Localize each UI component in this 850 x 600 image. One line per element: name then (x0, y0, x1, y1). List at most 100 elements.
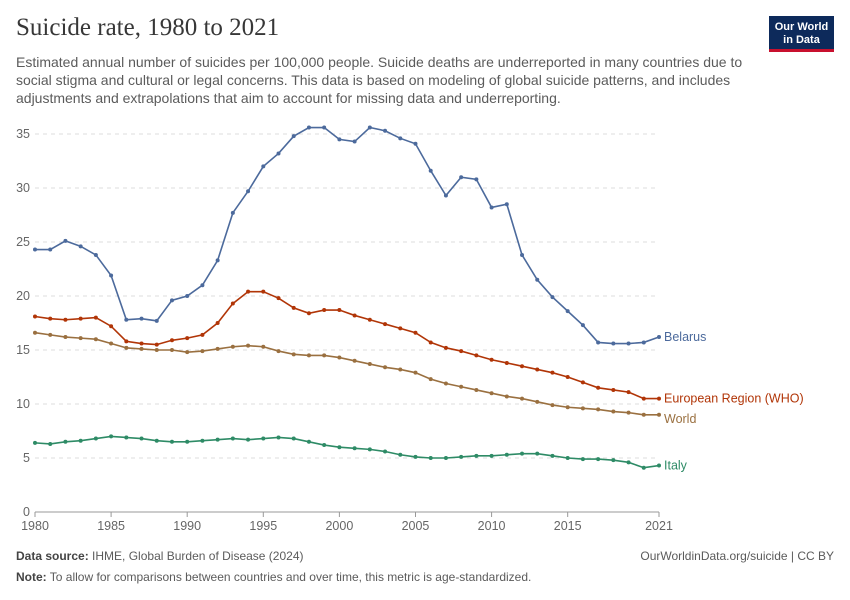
point-world-2003 (383, 365, 388, 370)
point-european-region-who-1988 (154, 342, 159, 347)
point-european-region-who-1998 (306, 311, 311, 316)
point-italy-1980 (33, 440, 37, 445)
point-european-region-who-1991 (200, 332, 205, 337)
point-italy-1996 (276, 435, 281, 440)
point-world-1987 (139, 346, 144, 351)
point-belarus-2007 (443, 193, 448, 198)
point-world-2021 (657, 412, 661, 417)
point-world-1981 (48, 332, 53, 337)
point-european-region-who-2021 (657, 396, 661, 401)
point-belarus-2000 (337, 137, 342, 142)
point-european-region-who-1999 (322, 308, 327, 313)
point-european-region-who-1982 (63, 317, 68, 322)
point-belarus-1990 (185, 294, 190, 298)
point-european-region-who-2016 (580, 380, 585, 385)
point-world-2010 (489, 391, 494, 396)
point-belarus-2019 (626, 341, 631, 346)
point-european-region-who-1993 (230, 301, 235, 306)
point-italy-2008 (459, 454, 464, 459)
point-belarus-2003 (383, 128, 388, 133)
point-european-region-who-1986 (124, 339, 129, 344)
point-european-region-who-2002 (367, 317, 372, 322)
y-tick-label-10: 10 (16, 397, 30, 411)
point-italy-1984 (93, 436, 98, 441)
data-source-text[interactable]: IHME, Global Burden of Disease (2024) (92, 549, 304, 563)
point-italy-1995 (261, 436, 266, 441)
note-label: Note: (16, 570, 47, 584)
point-italy-1985 (109, 434, 114, 439)
series-label-european-region-who: European Region (WHO) (664, 392, 804, 406)
point-belarus-2005 (413, 141, 418, 146)
point-european-region-who-2017 (596, 385, 601, 390)
point-belarus-1994 (246, 189, 251, 194)
point-belarus-2013 (535, 277, 540, 282)
point-italy-2001 (352, 446, 357, 451)
point-european-region-who-2011 (504, 360, 509, 365)
point-european-region-who-2019 (626, 390, 631, 395)
point-belarus-1982 (63, 238, 68, 243)
point-italy-2021 (657, 463, 661, 468)
point-italy-1999 (322, 443, 327, 448)
point-european-region-who-2014 (550, 370, 555, 375)
point-world-2019 (626, 410, 631, 415)
point-world-1980 (33, 330, 37, 335)
point-european-region-who-2007 (443, 345, 448, 350)
point-belarus-2011 (504, 202, 509, 207)
point-italy-2014 (550, 453, 555, 458)
series-line-belarus (35, 126, 660, 345)
point-belarus-2009 (474, 177, 479, 182)
series-line-italy (34, 435, 660, 469)
point-european-region-who-1980 (33, 314, 37, 319)
point-world-1988 (154, 348, 159, 352)
point-belarus-1987 (139, 316, 144, 321)
owid-logo[interactable]: Our World in Data (769, 16, 834, 52)
x-tick-label-2010: 2010 (478, 519, 506, 533)
point-italy-2000 (337, 445, 342, 450)
point-european-region-who-1984 (93, 315, 98, 320)
point-world-1989 (169, 348, 174, 352)
point-world-2017 (596, 407, 601, 412)
x-tick-label-2015: 2015 (554, 519, 582, 533)
x-tick-label-1990: 1990 (173, 519, 201, 533)
point-italy-2012 (520, 451, 525, 456)
point-belarus-2010 (489, 205, 494, 210)
point-belarus-1988 (154, 318, 159, 323)
point-belarus-1996 (276, 151, 281, 156)
point-belarus-1997 (291, 134, 296, 139)
point-world-1984 (93, 337, 98, 342)
point-italy-2006 (428, 456, 433, 460)
point-belarus-2001 (352, 139, 357, 144)
point-belarus-2021 (657, 335, 661, 340)
point-italy-2009 (474, 453, 479, 458)
point-european-region-who-1995 (261, 289, 266, 294)
point-world-2015 (565, 405, 570, 410)
point-world-1998 (306, 353, 311, 358)
point-world-2009 (474, 387, 479, 392)
point-belarus-1986 (124, 317, 129, 322)
point-world-2016 (580, 406, 585, 411)
point-european-region-who-2008 (459, 349, 464, 354)
point-world-2012 (520, 396, 525, 401)
point-italy-1994 (246, 437, 251, 442)
point-world-2008 (459, 384, 464, 389)
point-belarus-2006 (428, 168, 433, 173)
y-tick-label-15: 15 (16, 343, 30, 357)
point-european-region-who-1983 (78, 316, 83, 321)
point-world-1997 (291, 352, 296, 357)
point-world-2011 (504, 394, 509, 399)
point-european-region-who-1997 (291, 305, 296, 310)
point-european-region-who-2020 (641, 396, 646, 401)
x-tick-label-2005: 2005 (402, 519, 430, 533)
logo-line-2: in Data (783, 34, 820, 46)
y-tick-label-0: 0 (23, 505, 30, 519)
point-belarus-1980 (33, 247, 37, 252)
point-world-2000 (337, 355, 342, 360)
point-italy-1997 (291, 436, 296, 441)
point-world-2005 (413, 370, 418, 375)
x-tick-label-1995: 1995 (249, 519, 277, 533)
point-european-region-who-2000 (337, 308, 342, 313)
point-belarus-2017 (596, 340, 601, 345)
source-url[interactable]: OurWorldinData.org/suicide | CC BY (640, 549, 834, 563)
point-italy-1981 (48, 441, 53, 446)
x-axis: 1980 1985 1990 1995 2000 2005 2010 2015 2021 (21, 512, 673, 533)
